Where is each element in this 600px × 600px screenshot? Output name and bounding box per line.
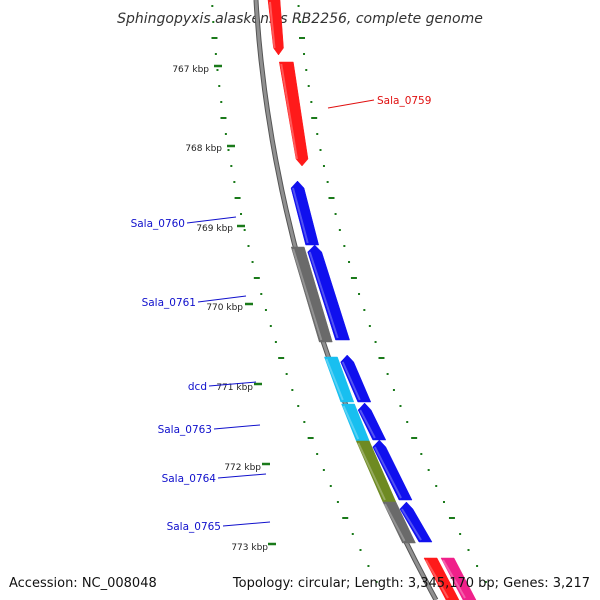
gene-highlight (425, 559, 449, 599)
label-leader-line (186, 216, 237, 224)
kbp-tick-label: 770 kbp (206, 303, 243, 313)
genome-title: Sphingopyxis alaskensis RB2256, complete… (117, 11, 483, 27)
label-leader-line (213, 424, 261, 430)
kbp-scale: 767 kbp 768 kbp 769 kbp 770 kbp 771 kbp … (172, 65, 268, 553)
genome-summary-text: Topology: circular; Length: 3,345,170 bp… (232, 576, 590, 591)
gene-highlight (342, 405, 360, 440)
gene-arrow-pink[interactable] (440, 557, 477, 600)
gene-highlight (325, 358, 344, 401)
gene-label-leaders (186, 99, 375, 527)
kbp-tick-label: 773 kbp (231, 543, 268, 553)
gene-highlight (384, 503, 406, 542)
gene-label-sala-0761[interactable]: Sala_0761 (142, 297, 196, 309)
gene-highlight (442, 559, 466, 599)
gene-highlight (359, 409, 376, 439)
kbp-tick-label: 771 kbp (216, 383, 253, 393)
gene-label-sala-0763[interactable]: Sala_0763 (158, 424, 212, 436)
label-leader-line (208, 381, 257, 387)
gene-arrow-sala-0760[interactable] (290, 180, 320, 246)
gene-label-dcd[interactable]: dcd (188, 381, 207, 393)
gene-highlight (269, 1, 276, 49)
gene-highlight (292, 248, 323, 341)
gene-arrow-gray-0761[interactable] (290, 246, 333, 343)
gene-arrow-sala-0759[interactable] (279, 61, 309, 167)
kbp-tick-label: 772 kbp (224, 463, 261, 473)
gene-highlight (373, 446, 402, 499)
gene-highlight (401, 508, 422, 541)
label-leader-line (222, 521, 271, 527)
gene-arrow-blue-0765[interactable] (399, 501, 433, 543)
label-leader-line (217, 473, 267, 479)
gene-highlight (280, 63, 298, 160)
gene-features (267, 0, 477, 600)
gene-arrow-sala-0765[interactable] (382, 501, 416, 544)
gene-highlight (341, 361, 361, 401)
kbp-tick-label: 769 kbp (196, 224, 233, 234)
gene-label-sala-0765[interactable]: Sala_0765 (167, 521, 221, 533)
gene-arrow-red-a[interactable] (267, 0, 284, 56)
inner-tick-ring (211, 5, 378, 583)
gene-arrow-blue-dcd[interactable] (340, 354, 372, 403)
gene-highlight (291, 187, 309, 244)
label-leader-line (197, 295, 247, 303)
kbp-tick-label: 768 kbp (185, 144, 222, 154)
gene-arrow-red-b[interactable] (423, 557, 460, 600)
gene-arrow-sala-0761[interactable] (307, 244, 350, 341)
gene-label-sala-0764[interactable]: Sala_0764 (162, 473, 217, 485)
gene-highlight (308, 251, 339, 339)
gene-label-sala-0760[interactable]: Sala_0760 (131, 218, 185, 230)
label-leader-line (327, 99, 375, 109)
gene-arrow-dcd[interactable] (324, 356, 355, 403)
gene-highlight (357, 442, 386, 501)
gene-arrow-blue-0764[interactable] (372, 439, 413, 501)
accession-text: Accession: NC_008048 (9, 576, 157, 591)
gene-labels: Sala_0759 Sala_0760 Sala_0761 dcd Sala_0… (131, 95, 432, 533)
kbp-tick-label: 767 kbp (172, 65, 209, 75)
outer-tick-ring (297, 5, 487, 583)
gene-label-sala-0759[interactable]: Sala_0759 (377, 95, 431, 107)
